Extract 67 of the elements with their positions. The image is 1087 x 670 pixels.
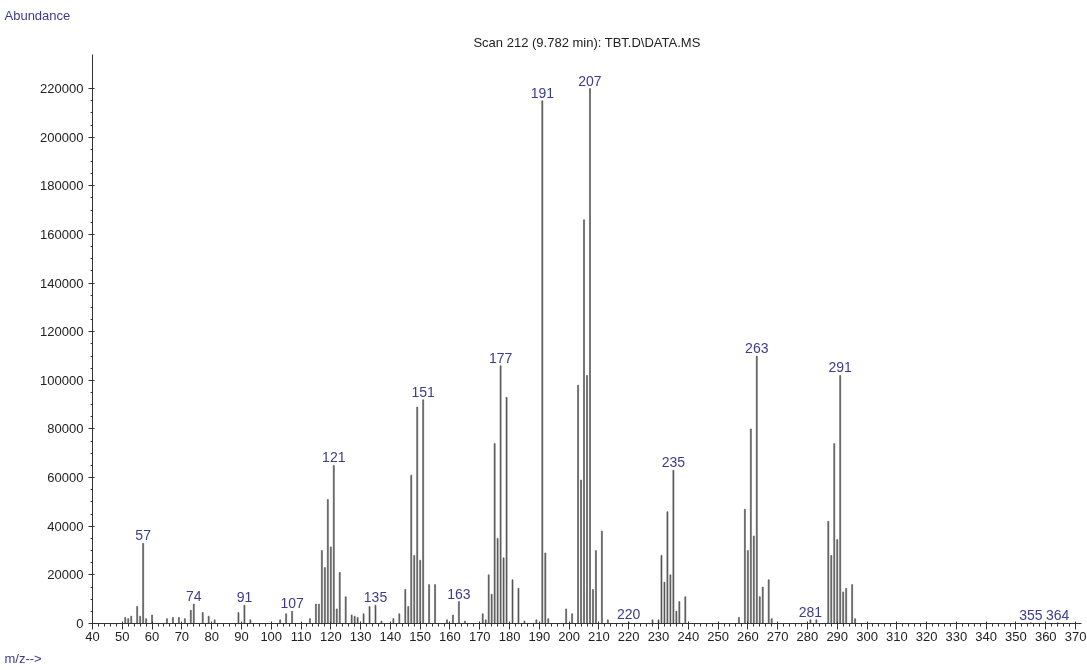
annotation: 57 <box>135 527 152 544</box>
annotation: 121 <box>322 449 346 466</box>
x-tick-label: 250 <box>707 628 729 644</box>
y-tick-label: 60000 <box>47 470 84 486</box>
annotation: 263 <box>745 340 769 357</box>
x-tick-label: 360 <box>1034 628 1057 644</box>
x-tick-label: 310 <box>885 628 908 644</box>
x-axis-title: m/z--> <box>4 650 42 666</box>
y-tick-label: 140000 <box>40 275 84 291</box>
y-tick-label: 180000 <box>40 178 84 194</box>
annotation: 135 <box>363 589 388 606</box>
y-tick-label: 40000 <box>47 518 84 534</box>
x-tick-label: 140 <box>379 628 402 644</box>
y-tick-label: 80000 <box>47 421 84 437</box>
annotation: 91 <box>236 589 253 606</box>
x-tick-label: 80 <box>204 628 219 644</box>
x-tick-label: 230 <box>647 628 670 644</box>
x-tick-label: 190 <box>528 628 551 644</box>
y-tick-label: 0 <box>76 616 84 631</box>
annotation: 355 <box>1019 606 1043 623</box>
annotation: 177 <box>488 349 513 366</box>
y-tick-label: 220000 <box>40 81 84 97</box>
annotation: 291 <box>828 359 853 376</box>
x-tick-label: 60 <box>144 628 160 644</box>
x-tick-label: 110 <box>290 628 312 644</box>
annotation: 107 <box>280 595 304 612</box>
x-tick-label: 70 <box>174 628 190 644</box>
x-tick-label: 130 <box>349 628 372 644</box>
annotation: 207 <box>578 72 602 89</box>
x-tick-label: 160 <box>439 628 461 644</box>
annotation: 74 <box>186 588 202 605</box>
y-axis-title: Abundance <box>4 7 71 23</box>
x-tick-label: 120 <box>319 628 342 644</box>
annotation: 220 <box>617 606 641 623</box>
annotation: 151 <box>411 383 436 400</box>
y-tick-label: 120000 <box>40 324 84 340</box>
x-tick-label: 350 <box>1005 628 1027 644</box>
annotation: 235 <box>661 454 686 471</box>
x-tick-label: 290 <box>826 628 849 644</box>
x-tick-label: 100 <box>260 628 283 644</box>
x-tick-label: 370 <box>1064 628 1087 644</box>
chart-title: Scan 212 (9.782 min): TBT.D\DATA.MS <box>473 34 701 50</box>
x-tick-label: 170 <box>468 628 491 644</box>
x-tick-label: 330 <box>945 628 968 644</box>
annotation: 191 <box>530 84 555 101</box>
y-tick-label: 160000 <box>40 226 84 242</box>
x-tick-label: 260 <box>737 628 759 644</box>
x-tick-label: 340 <box>975 628 998 644</box>
x-tick-label: 210 <box>588 628 610 644</box>
x-tick-label: 280 <box>796 628 819 644</box>
x-tick-label: 200 <box>558 628 580 644</box>
x-tick-label: 150 <box>409 628 432 644</box>
annotation: 364 <box>1045 606 1070 623</box>
y-tick-label: 100000 <box>40 372 84 388</box>
y-tick-label: 200000 <box>40 129 84 145</box>
annotation: 163 <box>447 585 471 602</box>
annotation: 281 <box>798 603 823 620</box>
x-tick-label: 220 <box>617 628 640 644</box>
x-tick-label: 300 <box>856 628 878 644</box>
x-tick-label: 90 <box>234 628 249 644</box>
x-tick-label: 180 <box>498 628 521 644</box>
x-tick-label: 320 <box>915 628 938 644</box>
y-tick-label: 20000 <box>47 567 84 583</box>
x-tick-label: 50 <box>115 628 130 644</box>
x-tick-label: 240 <box>677 628 700 644</box>
x-tick-label: 270 <box>766 628 789 644</box>
x-tick-label: 40 <box>85 628 100 644</box>
